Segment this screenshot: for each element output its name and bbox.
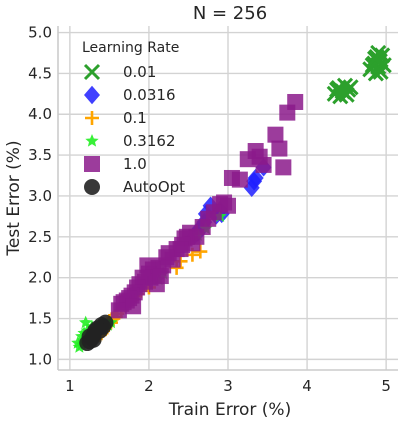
data-point [91,322,108,339]
y-tick-label: 5.0 [28,24,52,42]
y-tick-label: 4.5 [28,64,52,82]
legend-marker-icon [84,85,100,105]
y-tick-label: 2.0 [28,269,52,287]
x-tick-label: 5 [381,377,391,395]
x-tick-label: 1 [65,377,75,395]
data-point [279,104,296,121]
y-tick-label: 3.0 [28,187,52,205]
legend-marker-icon [84,156,100,172]
data-point [275,159,292,176]
legend-label: AutoOpt [123,178,185,196]
data-point [246,172,263,191]
x-tick-label: 4 [302,377,312,395]
y-tick-label: 1.5 [28,310,52,328]
y-tick-label: 4.0 [28,105,52,123]
data-point [125,298,142,315]
legend-label: 1.0 [123,155,147,173]
y-axis-title: Test Error (%) [4,140,24,256]
axes: 1 2 3 4 5 1.0 1.5 2.0 2.5 3.0 3.5 4.0 4.5 5.0 [28,24,398,395]
data-point [342,79,359,96]
legend-label: 0.0316 [123,86,176,104]
data-point [110,302,127,319]
data-point [139,257,156,274]
data-point [239,151,256,168]
grid [58,26,398,370]
data-points [71,44,392,353]
data-point [329,81,346,98]
data-point [231,171,248,188]
data-point [267,126,284,143]
legend-label: 0.3162 [123,132,176,150]
legend-label: 0.1 [123,109,147,127]
data-point [367,50,384,67]
data-point [271,140,288,157]
y-tick-label: 1.0 [28,350,52,368]
legend-marker-icon [85,134,99,147]
legend-label: 0.01 [123,63,156,81]
y-tick-label: 2.5 [28,228,52,246]
legend-marker-icon [84,179,100,195]
data-point [372,63,389,80]
x-tick-label: 2 [144,377,154,395]
chart-title: N = 256 [193,3,267,24]
legend-marker-icon [83,63,101,81]
legend-marker-icon [85,111,99,125]
y-tick-label: 3.5 [28,146,52,164]
x-tick-label: 3 [223,377,233,395]
legend: Learning Rate 0.01 0.0316 0.1 0.3162 1.0 AutoO… [82,40,185,196]
x-axis-title: Train Error (%) [168,400,291,420]
legend-title: Learning Rate [82,40,179,56]
data-point [152,268,169,285]
